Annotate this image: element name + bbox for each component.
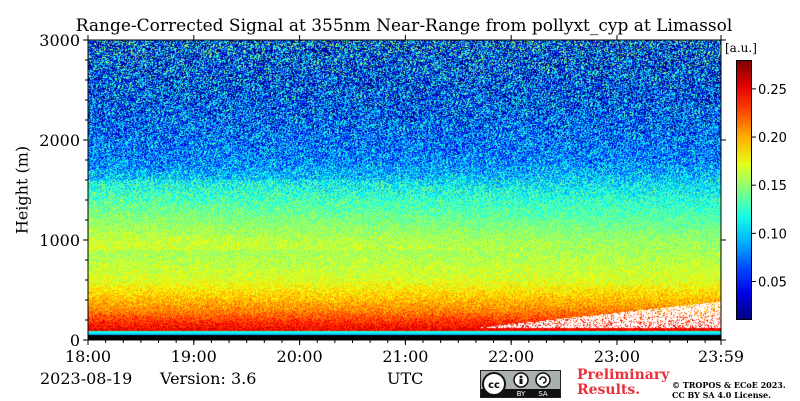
y-tick-label-0: 0 — [70, 331, 80, 350]
badge-sa-text: SA — [538, 390, 548, 397]
x-tick-label-3: 21:00 — [382, 347, 428, 366]
y-tick-label-2: 2000 — [39, 131, 80, 150]
heatmap-canvas — [88, 40, 721, 340]
preliminary-line-1: Preliminary — [577, 367, 670, 383]
x-tick-label-6: 23:59 — [698, 347, 744, 366]
colorbar — [736, 60, 752, 320]
plot-frame — [87, 39, 722, 341]
colorbar-tick-label-0: 0.05 — [758, 275, 787, 290]
copyright-line-1: © TROPOS & ECoE 2023. — [672, 380, 786, 390]
colorbar-tick-label-2: 0.15 — [758, 179, 787, 194]
x-tick-label-0: 18:00 — [65, 347, 111, 366]
chart-title: Range-Corrected Signal at 355nm Near-Ran… — [75, 16, 733, 36]
svg-text:cc: cc — [488, 380, 500, 391]
plot-area — [88, 40, 721, 340]
preliminary-results-note: Preliminary Results. — [577, 368, 669, 398]
cc-license-badge: cc BY SA — [480, 370, 561, 398]
badge-by-text: BY — [517, 390, 526, 397]
attribution-icon — [513, 372, 529, 388]
version-label: Version: 3.6 — [160, 369, 257, 388]
copyright-note: © TROPOS & ECoE 2023. CC BY SA 4.0 Licen… — [672, 380, 786, 400]
y-tick-label-1: 1000 — [39, 231, 80, 250]
preliminary-line-2: Results. — [577, 382, 641, 398]
x-axis-label: UTC — [387, 369, 424, 388]
x-tick-label-2: 20:00 — [277, 347, 323, 366]
date-label: 2023-08-19 — [40, 369, 133, 388]
x-tick-label-4: 22:00 — [488, 347, 534, 366]
x-tick-label-1: 19:00 — [171, 347, 217, 366]
colorbar-tick-label-1: 0.10 — [758, 227, 787, 242]
colorbar-tick-label-3: 0.20 — [758, 131, 787, 146]
y-axis-label: Height (m) — [12, 145, 32, 235]
share-alike-icon — [535, 372, 551, 388]
x-tick-label-5: 23:00 — [594, 347, 640, 366]
copyright-line-2: CC BY SA 4.0 License. — [672, 390, 771, 400]
cc-icon: cc — [482, 372, 506, 396]
colorbar-unit: [a.u.] — [725, 41, 757, 55]
y-tick-label-3: 3000 — [39, 31, 80, 50]
colorbar-tick-label-4: 0.25 — [758, 83, 787, 98]
